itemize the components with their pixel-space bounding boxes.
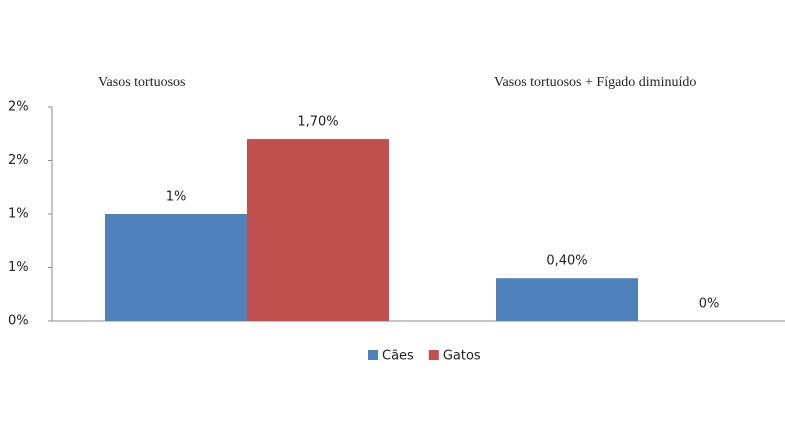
y-tick-label: 0%	[8, 314, 29, 329]
y-tick-label: 2%	[8, 100, 29, 115]
legend-label: Gatos	[443, 349, 481, 364]
data-label: 0%	[699, 297, 720, 312]
bar	[496, 278, 638, 321]
y-tick-label: 2%	[8, 153, 29, 168]
bar	[247, 139, 389, 321]
legend-label: Cães	[382, 349, 414, 364]
data-label: 0,40%	[546, 254, 587, 269]
category-label: Vasos tortuosos	[98, 75, 186, 90]
y-tick-label: 1%	[8, 207, 29, 222]
legend-swatch	[428, 350, 439, 360]
y-tick-label: 1%	[8, 260, 29, 275]
category-label: Vasos tortuosos + Fígado diminuído	[494, 75, 696, 90]
bar	[105, 214, 247, 321]
legend-swatch	[368, 350, 378, 360]
data-label: 1,70%	[297, 115, 338, 130]
data-label: 1%	[166, 190, 187, 205]
